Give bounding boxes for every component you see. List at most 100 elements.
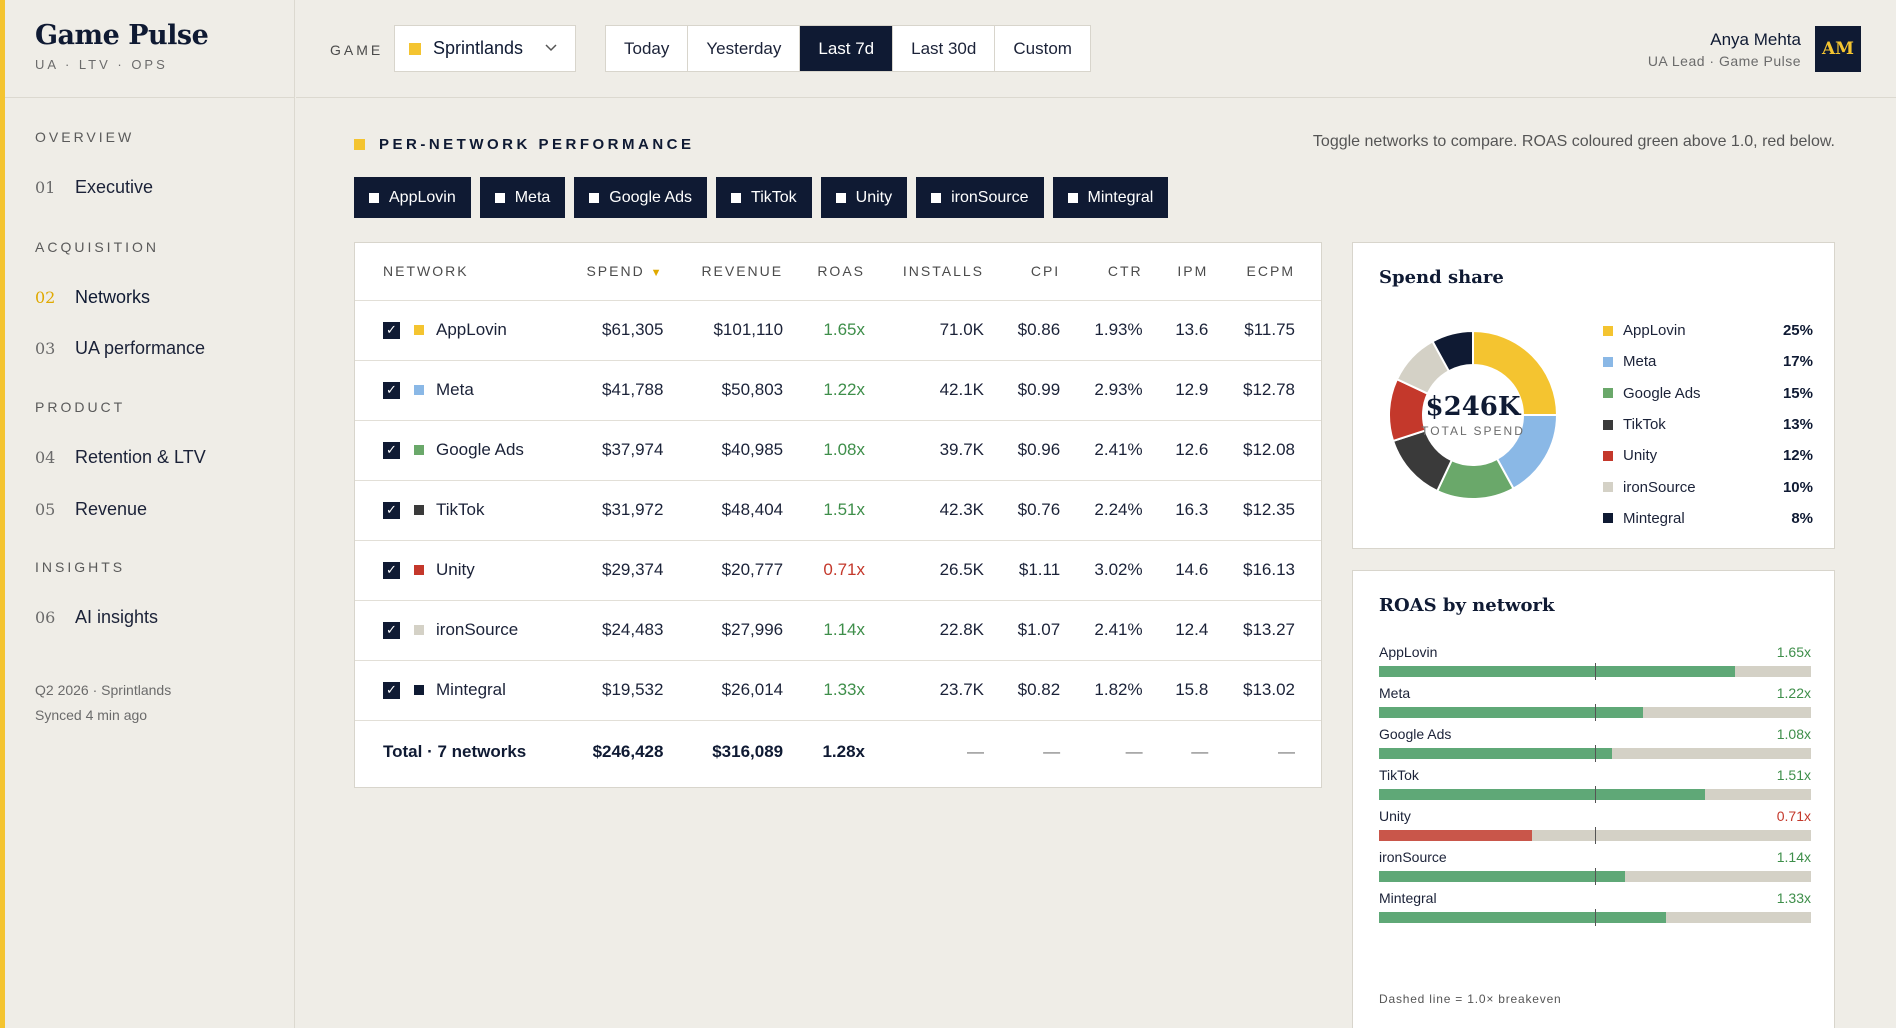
cell-ipm: 13.6: [1168, 300, 1235, 361]
table-row: ✓ Google Ads $37,974 $40,985 1.08x 39.7K $0.96…: [355, 420, 1321, 481]
total-spend-value: $246K: [1425, 392, 1521, 422]
col-ipm[interactable]: IPM: [1168, 243, 1235, 301]
total-spend: $246,428: [592, 741, 664, 761]
network-cell-content: ✓ TikTok: [383, 500, 549, 520]
col-cpi[interactable]: CPI: [1010, 243, 1087, 301]
nav-item-label: Revenue: [75, 499, 148, 519]
roas-row: Meta 1.22x: [1379, 685, 1811, 721]
total-ecpm: —: [1278, 741, 1295, 761]
legend-swatch: [1603, 513, 1613, 524]
cell-cpi: $0.82: [1010, 660, 1087, 721]
cell-installs: 26.5K: [891, 540, 1011, 601]
network-checkbox[interactable]: ✓: [383, 381, 400, 399]
network-name: Mintegral: [436, 680, 506, 699]
user-name: Anya Mehta: [1710, 30, 1801, 49]
chip-meta[interactable]: Meta: [479, 177, 566, 218]
breakeven-marker: [1595, 704, 1596, 721]
network-checkbox[interactable]: ✓: [383, 501, 400, 519]
roas-network-label: ironSource: [1379, 849, 1447, 865]
range-today[interactable]: Today: [606, 26, 689, 71]
check-icon: ✓: [386, 382, 397, 397]
roas-row-header: TikTok 1.51x: [1379, 767, 1811, 783]
network-cell-content: ✓ Google Ads: [383, 440, 549, 460]
cell-ecpm: $13.27: [1234, 600, 1321, 661]
chip-checkbox-icon: [1067, 192, 1078, 203]
table-row: ✓ AppLovin $61,305 $101,110 1.65x 71.0K $0.86 1…: [355, 300, 1321, 361]
network-name: ironSource: [436, 620, 519, 639]
cell-cpi: $0.96: [1010, 420, 1087, 481]
chip-unity[interactable]: Unity: [820, 177, 908, 218]
network-name: Google Ads: [436, 440, 524, 459]
col-installs[interactable]: INSTALLS: [891, 243, 1011, 301]
range-last-30d[interactable]: Last 30d: [893, 26, 996, 71]
nav-item-retention-ltv[interactable]: 04 Retention & LTV: [35, 447, 206, 468]
cell-installs: 42.1K: [891, 360, 1011, 421]
nav-item-revenue[interactable]: 05 Revenue: [35, 499, 147, 520]
nav-item-label: Executive: [75, 177, 154, 197]
network-checkbox[interactable]: ✓: [383, 681, 400, 699]
legend-swatch: [1603, 482, 1613, 493]
chip-applovin[interactable]: AppLovin: [354, 177, 471, 218]
chip-ironsource[interactable]: ironSource: [916, 177, 1044, 218]
col-network[interactable]: NETWORK: [355, 243, 575, 301]
legend-percent: 10%: [1782, 478, 1813, 496]
range-yesterday[interactable]: Yesterday: [688, 26, 801, 71]
nav-item-networks[interactable]: 02 Networks: [35, 287, 150, 308]
roas-value-label: 1.08x: [1776, 726, 1811, 742]
col-roas[interactable]: ROAS: [809, 243, 891, 301]
avatar[interactable]: AM: [1815, 26, 1861, 72]
cell-ctr: 1.82%: [1086, 660, 1169, 721]
legend-percent: 25%: [1782, 322, 1813, 340]
chip-tiktok[interactable]: TikTok: [716, 177, 812, 218]
cell-spend: $61,305: [575, 300, 690, 361]
legend-item: Unity 12%: [1603, 440, 1813, 471]
game-select[interactable]: Sprintlands: [394, 25, 576, 72]
chip-label: ironSource: [951, 188, 1029, 206]
roas-network-label: Google Ads: [1379, 726, 1452, 742]
nav-item-label: Retention & LTV: [75, 447, 206, 467]
col-spend-label: SPEND: [586, 263, 645, 280]
col-ctr[interactable]: CTR: [1086, 243, 1169, 301]
total-cpi: —: [1043, 741, 1061, 761]
network-checkbox[interactable]: ✓: [383, 321, 400, 339]
nav-item-ua-performance[interactable]: 03 UA performance: [35, 338, 205, 359]
range-last-7d[interactable]: Last 7d: [800, 26, 894, 71]
roas-network-label: Mintegral: [1379, 890, 1437, 906]
check-icon: ✓: [386, 562, 397, 577]
legend-swatch: [1603, 356, 1613, 367]
roas-card-title: ROAS by network: [1379, 595, 1555, 616]
col-spend[interactable]: SPEND ▼: [575, 243, 690, 301]
section-heading: PER-NETWORK PERFORMANCE: [354, 136, 695, 153]
roas-bar-track: [1379, 663, 1811, 680]
user-role: UA Lead · Game Pulse: [1647, 53, 1801, 69]
cell-revenue: $50,803: [689, 360, 810, 421]
network-cell-content: ✓ Mintegral: [383, 680, 549, 700]
chip-google-ads[interactable]: Google Ads: [574, 177, 708, 218]
cell-ipm: 16.3: [1168, 480, 1235, 541]
cell-ctr: 2.41%: [1086, 420, 1169, 481]
roas-network-label: TikTok: [1379, 767, 1419, 783]
legend-swatch: [1603, 450, 1613, 461]
nav-section-acquisition: ACQUISITION: [35, 239, 160, 255]
network-checkbox[interactable]: ✓: [383, 561, 400, 579]
col-revenue[interactable]: REVENUE: [689, 243, 810, 301]
legend-item: ironSource 10%: [1603, 471, 1813, 502]
section-title: PER-NETWORK PERFORMANCE: [379, 136, 695, 153]
cell-cpi: $1.07: [1010, 600, 1087, 661]
network-checkbox[interactable]: ✓: [383, 441, 400, 459]
nav-item-executive[interactable]: 01 Executive: [35, 177, 153, 198]
cell-ecpm: $11.75: [1234, 300, 1321, 361]
table-total-row: Total · 7 networks $246,428 $316,089 1.28x —…: [355, 720, 1321, 783]
col-ecpm[interactable]: ECPM: [1234, 243, 1321, 301]
brand-subtitle: UA · LTV · OPS: [35, 57, 168, 72]
breakeven-marker: [1595, 827, 1596, 844]
cell-ipm: 12.6: [1168, 420, 1235, 481]
nav-item-ai-insights[interactable]: 06 AI insights: [35, 607, 158, 628]
legend-label: Unity: [1623, 447, 1658, 465]
network-color-swatch: [414, 325, 424, 335]
network-cell: ✓ ironSource: [355, 600, 575, 661]
range-custom[interactable]: Custom: [1013, 38, 1072, 58]
network-checkbox[interactable]: ✓: [383, 621, 400, 639]
chip-mintegral[interactable]: Mintegral: [1052, 177, 1169, 218]
chip-label: Unity: [855, 188, 893, 206]
